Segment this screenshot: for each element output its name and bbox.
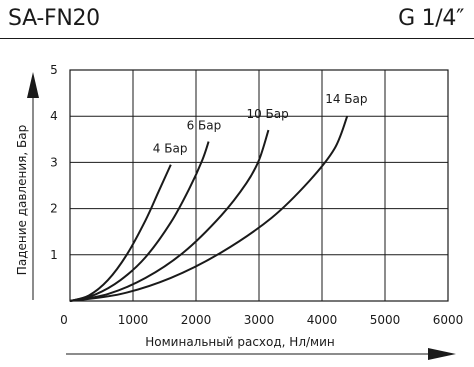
x-tick-label: 2000	[181, 313, 212, 327]
plot-border	[69, 69, 449, 302]
series-layer	[69, 115, 349, 302]
x-tick-label: 6000	[433, 313, 464, 327]
chart-frame	[69, 69, 449, 302]
x-axis-title: Номинальный расход, Нл/мин	[145, 335, 334, 349]
x-tick-label: 4000	[307, 313, 338, 327]
x-axis-arrowhead	[428, 348, 456, 360]
chart-grid	[70, 70, 448, 301]
x-tick-label: 5000	[370, 313, 401, 327]
series-line	[69, 115, 349, 302]
y-axis-arrowhead	[27, 72, 39, 98]
series-label: 10 Бар	[246, 107, 288, 121]
labels-layer: 4 Бар 6 Бар 10 Бар 14 Бар	[153, 92, 368, 156]
x-tick-label: 1000	[118, 313, 149, 327]
model-title: SA-FN20	[8, 6, 100, 31]
y-tick-label: 4	[50, 109, 58, 123]
y-tick-label: 1	[50, 248, 58, 262]
series-label: 14 Бар	[325, 92, 367, 106]
x-tick-label: 0	[60, 313, 68, 327]
series-line	[69, 141, 210, 302]
axes-layer: 1 2 3 4 5 0 1000 2000 3000 4000 5000 6000 Номинальны…	[15, 63, 463, 360]
y-axis-title: Падение давления, Бар	[15, 125, 29, 275]
header-divider	[0, 38, 474, 39]
y-tick-label: 2	[50, 202, 58, 216]
thread-size: G 1/4″	[398, 6, 464, 31]
series-line	[69, 129, 270, 302]
series-label: 6 Бар	[187, 119, 222, 133]
y-tick-label: 3	[50, 155, 58, 169]
y-tick-label: 5	[50, 63, 58, 77]
header: SA-FN20 G 1/4″	[0, 0, 474, 38]
series-line	[69, 164, 172, 302]
x-tick-label: 3000	[244, 313, 275, 327]
series-label: 4 Бар	[153, 142, 188, 156]
